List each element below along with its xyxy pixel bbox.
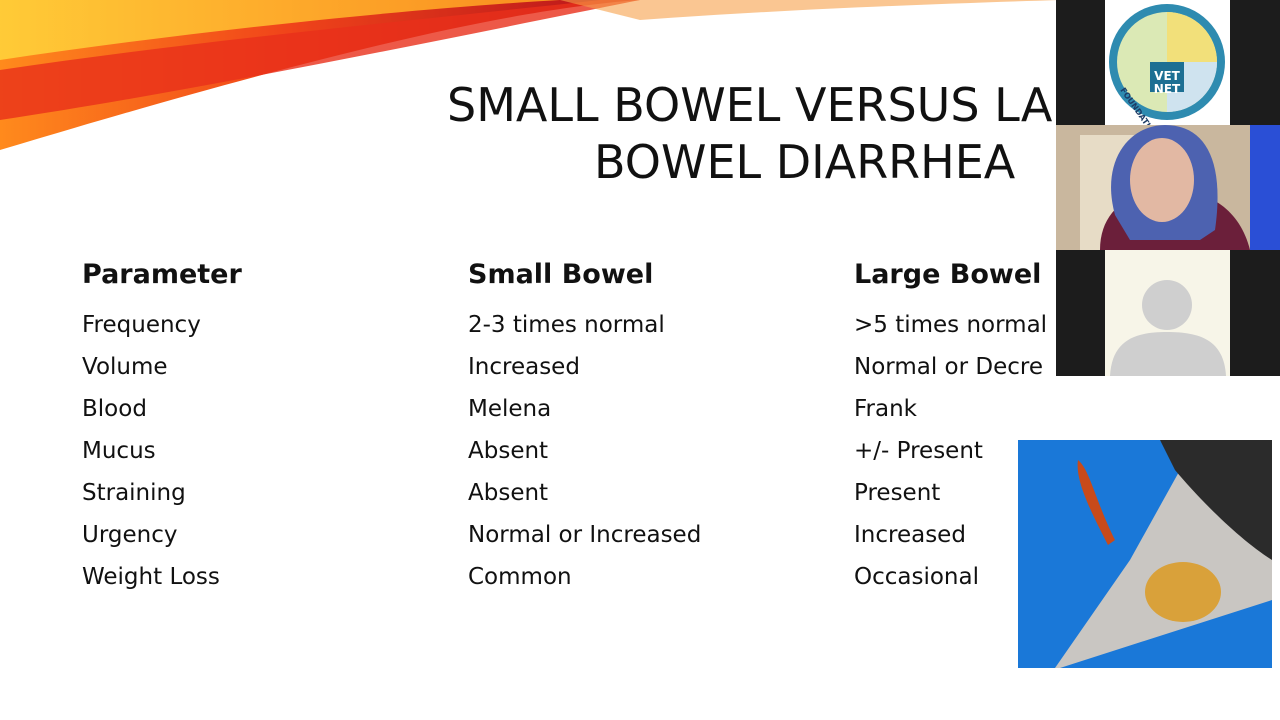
table-cell: +/- Present xyxy=(854,438,983,464)
table-cell: Weight Loss xyxy=(82,564,220,590)
table-cell: Mucus xyxy=(82,438,156,464)
table-cell: Increased xyxy=(854,522,966,548)
photo xyxy=(1018,440,1272,668)
slide-title: SMALL BOWEL VERSUS LA xyxy=(447,78,1053,132)
table-cell: Absent xyxy=(468,480,548,506)
table-cell: Present xyxy=(854,480,940,506)
table-cell: Urgency xyxy=(82,522,177,548)
table-header: Small Bowel xyxy=(468,259,653,290)
table-cell: Normal or Decre xyxy=(854,354,1043,380)
table: Parameter Small Bowel Large Bowel Frequency… xyxy=(82,259,1047,590)
video-panel: VET NET FOUNDATION xyxy=(1056,0,1280,376)
logo-text: VET xyxy=(1154,69,1180,83)
table-cell: Increased xyxy=(468,354,580,380)
table-cell: Straining xyxy=(82,480,186,506)
table-cell: Occasional xyxy=(854,564,979,590)
table-cell: Volume xyxy=(82,354,168,380)
table-cell: Frank xyxy=(854,396,918,422)
table-cell: 2-3 times normal xyxy=(468,312,665,338)
table-cell: Frequency xyxy=(82,312,201,338)
table-cell: Common xyxy=(468,564,572,590)
table-cell: Absent xyxy=(468,438,548,464)
slide-title: BOWEL DIARRHEA xyxy=(594,135,1016,189)
table-cell: Melena xyxy=(468,396,551,422)
table-cell: >5 times normal xyxy=(854,312,1047,338)
table-header: Large Bowel xyxy=(854,259,1041,290)
logo-text: NET xyxy=(1154,82,1181,96)
table-cell: Normal or Increased xyxy=(468,522,701,548)
table-cell: Blood xyxy=(82,396,147,422)
swoosh xyxy=(0,0,1060,150)
table-header: Parameter xyxy=(82,259,242,290)
